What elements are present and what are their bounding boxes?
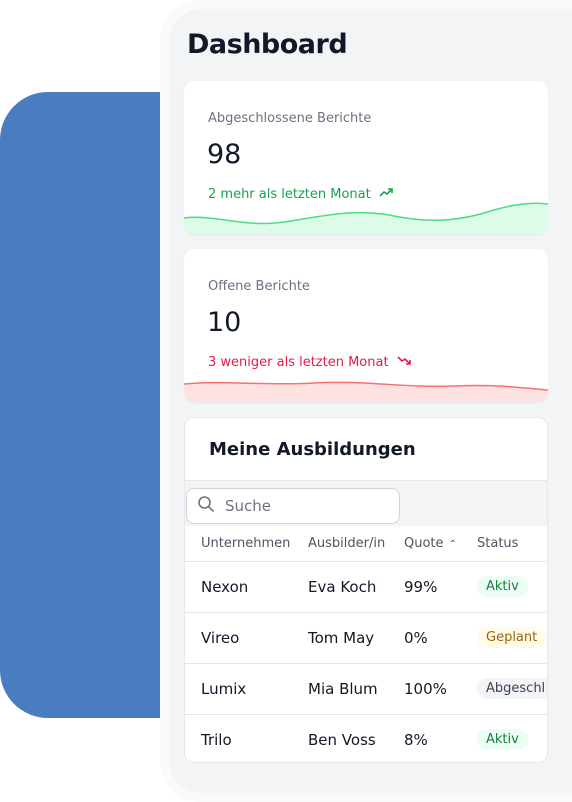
cell-company: Vireo <box>201 629 240 647</box>
stat-card-open-reports[interactable]: Offene Berichte 10 3 weniger als letzten… <box>184 249 548 402</box>
cell-quota: 8% <box>404 731 428 749</box>
trainings-table-card: Meine Ausbildungen Suche Unternehmen Aus… <box>184 417 548 763</box>
cell-quota: 100% <box>404 680 447 698</box>
cell-company: Lumix <box>201 680 247 698</box>
cell-trainer: Mia Blum <box>308 680 378 698</box>
decorative-blue-panel <box>0 92 165 718</box>
table-header: Unternehmen Ausbilder/in Quote ⌃ Status <box>185 526 547 562</box>
status-badge: Aktiv <box>477 729 528 750</box>
cell-trainer: Eva Koch <box>308 578 377 596</box>
column-header-company[interactable]: Unternehmen <box>201 536 291 551</box>
cell-trainer: Tom May <box>308 629 375 647</box>
cell-company: Trilo <box>201 731 232 749</box>
table-row[interactable]: Lumix Mia Blum 100% Abgeschl <box>185 664 547 715</box>
cell-quota: 99% <box>404 578 438 596</box>
table-row[interactable]: Trilo Ben Voss 8% Aktiv <box>185 715 547 762</box>
sort-ascending-icon: ⌃ <box>448 539 457 550</box>
sparkline-up <box>184 202 548 234</box>
stat-label: Abgeschlossene Berichte <box>208 111 372 126</box>
table-row[interactable]: Nexon Eva Koch 99% Aktiv <box>185 562 547 613</box>
page-title: Dashboard <box>187 29 348 60</box>
column-header-quota-label: Quote <box>404 536 444 551</box>
cell-trainer: Ben Voss <box>308 731 376 749</box>
status-badge: Aktiv <box>477 576 528 597</box>
stat-delta-text: 3 weniger als letzten Monat <box>208 355 389 370</box>
status-badge: Abgeschl <box>477 678 547 699</box>
stat-card-completed-reports[interactable]: Abgeschlossene Berichte 98 2 mehr als le… <box>184 81 548 234</box>
stat-delta: 2 mehr als letzten Monat <box>208 187 393 202</box>
column-header-quota[interactable]: Quote ⌃ <box>404 536 457 551</box>
search-icon <box>197 495 215 517</box>
search-input[interactable]: Suche <box>186 488 400 524</box>
stat-delta: 3 weniger als letzten Monat <box>208 355 411 370</box>
trend-down-icon <box>397 355 411 370</box>
cell-company: Nexon <box>201 578 249 596</box>
status-badge: Geplant <box>477 627 547 648</box>
search-placeholder: Suche <box>225 497 272 515</box>
dashboard-screen: Dashboard Abgeschlossene Berichte 98 2 m… <box>169 9 572 793</box>
sparkline-down <box>184 381 548 402</box>
stat-label: Offene Berichte <box>208 279 310 294</box>
cell-quota: 0% <box>404 629 428 647</box>
column-header-trainer[interactable]: Ausbilder/in <box>308 536 386 551</box>
table-title: Meine Ausbildungen <box>209 439 416 460</box>
column-header-status[interactable]: Status <box>477 536 519 551</box>
stat-value: 10 <box>207 307 242 338</box>
stat-delta-text: 2 mehr als letzten Monat <box>208 187 371 202</box>
trend-up-icon <box>379 187 393 202</box>
table-row[interactable]: Vireo Tom May 0% Geplant <box>185 613 547 664</box>
stat-value: 98 <box>207 139 242 170</box>
